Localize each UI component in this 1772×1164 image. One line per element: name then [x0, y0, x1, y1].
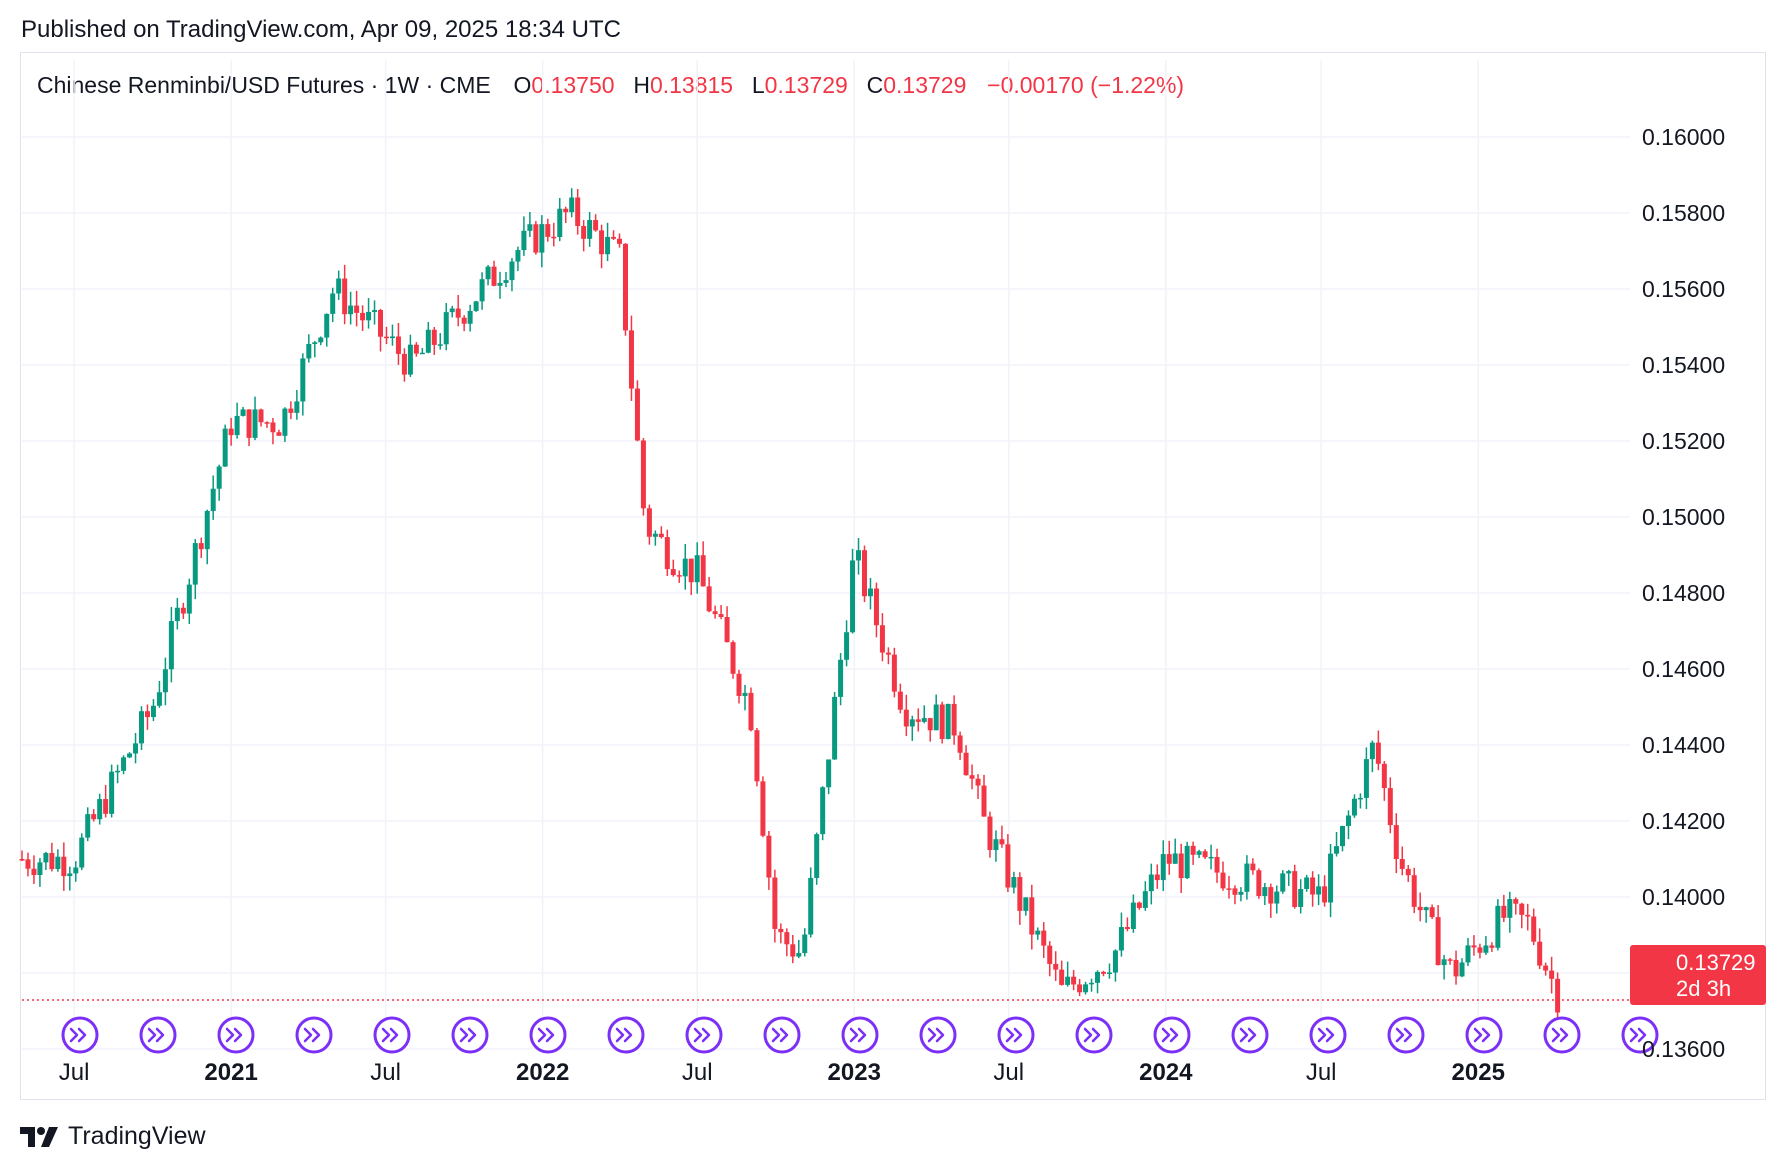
change-value: −0.00170 (−1.22%) [987, 72, 1185, 98]
low-label: L [751, 72, 765, 98]
open-value: 0.13750 [531, 72, 615, 98]
symbol-legend: Chinese Renminbi/USD Futures · 1W · CME … [37, 72, 1184, 99]
published-text: Published on TradingView.com, Apr 09, 20… [21, 16, 621, 43]
tradingview-brand: TradingView [68, 1122, 206, 1150]
high-label: H [633, 72, 650, 98]
footer: TradingView [20, 1122, 206, 1151]
chart-frame [20, 52, 1766, 1100]
low-value: 0.13729 [764, 72, 848, 98]
open-label: O [513, 72, 532, 98]
tradingview-logo-icon [20, 1126, 58, 1147]
symbol-title: Chinese Renminbi/USD Futures · 1W · CME [37, 72, 491, 98]
close-value: 0.13729 [883, 72, 967, 98]
high-value: 0.13815 [649, 72, 734, 98]
close-label: C [866, 72, 884, 98]
